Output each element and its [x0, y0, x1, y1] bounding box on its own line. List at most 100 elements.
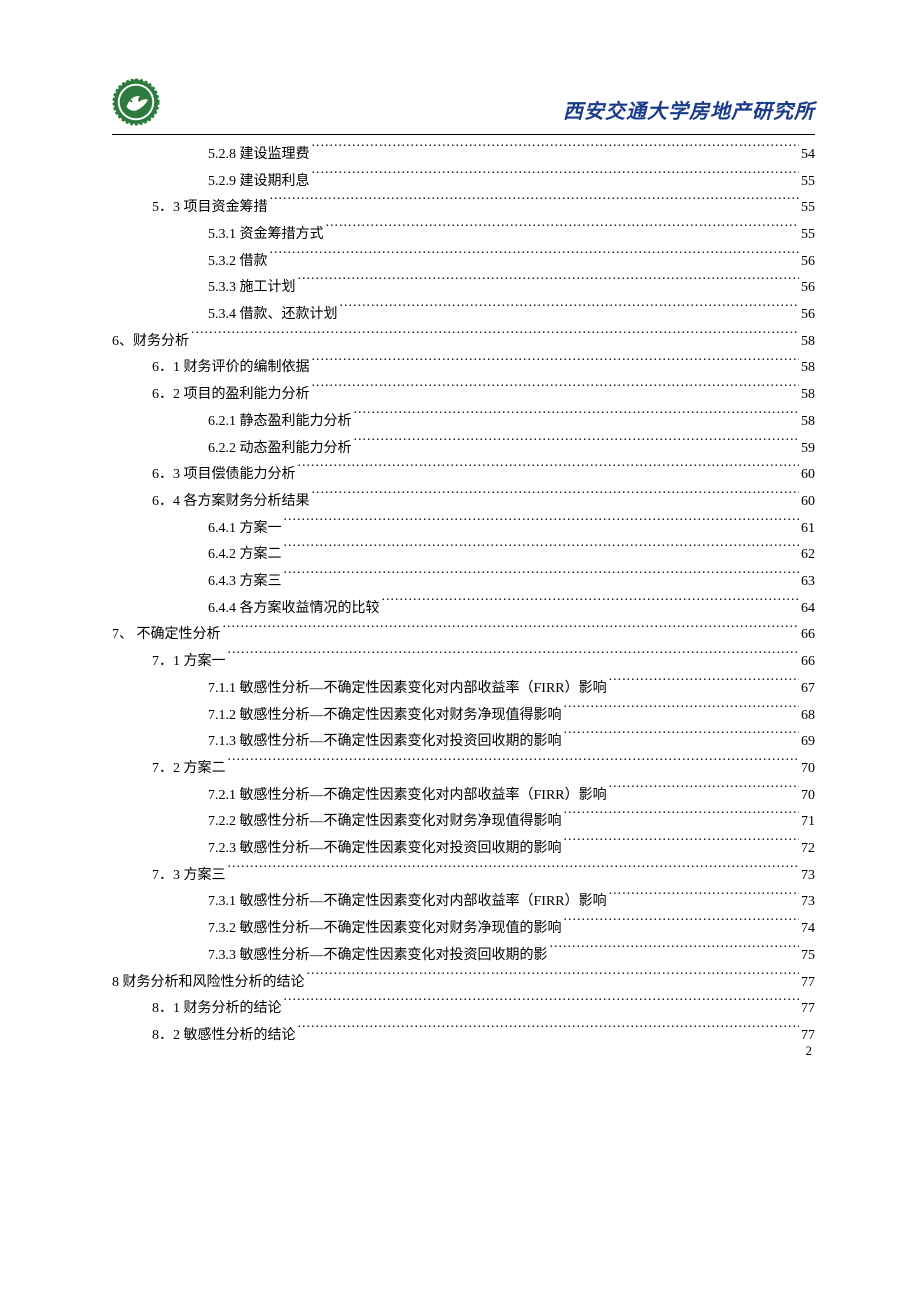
toc-page-number: 68 — [801, 704, 815, 729]
toc-label: 7.2.3 敏感性分析—不确定性因素变化对投资回收期的影响 — [208, 837, 562, 862]
toc-leader-dots — [307, 969, 800, 986]
toc-leader-dots — [270, 194, 800, 211]
toc-page-number: 71 — [801, 810, 815, 835]
toc-leader-dots — [340, 301, 800, 318]
toc-label: 6、财务分析 — [112, 330, 189, 355]
toc-label: 6.2.2 动态盈利能力分析 — [208, 437, 352, 462]
page-number: 2 — [806, 1043, 813, 1059]
toc-label: 8．2 敏感性分析的结论 — [152, 1024, 296, 1049]
toc-page-number: 77 — [801, 997, 815, 1022]
toc-label: 6．2 项目的盈利能力分析 — [152, 383, 310, 408]
toc-entry: 6．3 项目偿债能力分析 60 — [112, 461, 815, 488]
toc-entry: 7、 不确定性分析 66 — [112, 622, 815, 649]
toc-leader-dots — [270, 248, 800, 265]
toc-page-number: 73 — [801, 864, 815, 889]
toc-label: 5.3.4 借款、还款计划 — [208, 303, 338, 328]
toc-page-number: 73 — [801, 890, 815, 915]
toc-page-number: 72 — [801, 837, 815, 862]
toc-page-number: 67 — [801, 677, 815, 702]
toc-label: 5.3.2 借款 — [208, 250, 268, 275]
toc-entry: 6．1 财务评价的编制依据58 — [112, 355, 815, 382]
toc-label: 7.3.2 敏感性分析—不确定性因素变化对财务净现值的影响 — [208, 917, 562, 942]
toc-leader-dots — [382, 595, 800, 612]
toc-page-number: 55 — [801, 196, 815, 221]
toc-page-number: 60 — [801, 463, 815, 488]
toc-entry: 7.2.3 敏感性分析—不确定性因素变化对投资回收期的影响 72 — [112, 835, 815, 862]
toc-leader-dots — [312, 141, 800, 158]
toc-entry: 5.3.1 资金筹措方式 55 — [112, 221, 815, 248]
toc-entry: 5.3.3 施工计划 56 — [112, 275, 815, 302]
toc-entry: 7.2.1 敏感性分析—不确定性因素变化对内部收益率（FIRR）影响70 — [112, 782, 815, 809]
toc-label: 5.2.9 建设期利息 — [208, 170, 310, 195]
toc-leader-dots — [326, 221, 800, 238]
toc-page-number: 60 — [801, 490, 815, 515]
toc-page-number: 66 — [801, 623, 815, 648]
toc-label: 7．1 方案一 — [152, 650, 226, 675]
toc-entry: 8 财务分析和风险性分析的结论 77 — [112, 969, 815, 996]
toc-page-number: 77 — [801, 971, 815, 996]
toc-leader-dots — [312, 381, 800, 398]
toc-leader-dots — [298, 461, 800, 478]
toc-entry: 7.2.2 敏感性分析—不确定性因素变化对财务净现值得影响 71 — [112, 809, 815, 836]
toc-page-number: 66 — [801, 650, 815, 675]
toc-entry: 6.2.2 动态盈利能力分析59 — [112, 435, 815, 462]
toc-entry: 6.4.1 方案一 61 — [112, 515, 815, 542]
toc-page-number: 70 — [801, 757, 815, 782]
toc-label: 5.3.3 施工计划 — [208, 276, 296, 301]
toc-leader-dots — [564, 915, 800, 932]
toc-leader-dots — [564, 835, 800, 852]
toc-page-number: 74 — [801, 917, 815, 942]
toc-label: 7．2 方案二 — [152, 757, 226, 782]
toc-leader-dots — [312, 168, 800, 185]
toc-leader-dots — [354, 408, 800, 425]
toc-label: 7.3.3 敏感性分析—不确定性因素变化对投资回收期的影 — [208, 944, 548, 969]
toc-leader-dots — [284, 996, 800, 1013]
toc-label: 5.3.1 资金筹措方式 — [208, 223, 324, 248]
toc-entry: 5.3.4 借款、还款计划56 — [112, 301, 815, 328]
toc-leader-dots — [284, 515, 800, 532]
header-divider — [112, 134, 815, 135]
toc-leader-dots — [298, 275, 800, 292]
toc-leader-dots — [228, 862, 800, 879]
toc-page-number: 69 — [801, 730, 815, 755]
toc-label: 6.4.2 方案二 — [208, 543, 282, 568]
toc-label: 7.3.1 敏感性分析—不确定性因素变化对内部收益率（FIRR）影响 — [208, 890, 607, 915]
toc-label: 6．1 财务评价的编制依据 — [152, 356, 310, 381]
toc-label: 7、 不确定性分析 — [112, 623, 221, 648]
toc-page-number: 56 — [801, 276, 815, 301]
toc-page-number: 63 — [801, 570, 815, 595]
toc-label: 6.4.3 方案三 — [208, 570, 282, 595]
toc-page-number: 75 — [801, 944, 815, 969]
toc-leader-dots — [564, 728, 800, 745]
toc-page-number: 55 — [801, 223, 815, 248]
toc-label: 6.4.4 各方案收益情况的比较 — [208, 597, 380, 622]
toc-page-number: 55 — [801, 170, 815, 195]
toc-entry: 6.4.2 方案二62 — [112, 542, 815, 569]
toc-entry: 6．4 各方案财务分析结果 60 — [112, 488, 815, 515]
toc-leader-dots — [223, 622, 800, 639]
toc-leader-dots — [312, 488, 800, 505]
toc-leader-dots — [284, 568, 800, 585]
toc-label: 5.2.8 建设监理费 — [208, 143, 310, 168]
toc-page-number: 61 — [801, 517, 815, 542]
toc-leader-dots — [284, 542, 800, 559]
toc-entry: 7.3.2 敏感性分析—不确定性因素变化对财务净现值的影响 74 — [112, 915, 815, 942]
toc-label: 7.2.2 敏感性分析—不确定性因素变化对财务净现值得影响 — [208, 810, 562, 835]
table-of-contents: 5.2.8 建设监理费545.2.9 建设期利息555．3 项目资金筹措555.… — [112, 141, 815, 1049]
toc-label: 6．4 各方案财务分析结果 — [152, 490, 310, 515]
toc-leader-dots — [550, 942, 800, 959]
toc-label: 7.1.2 敏感性分析—不确定性因素变化对财务净现值得影响 — [208, 704, 562, 729]
toc-label: 6.4.1 方案一 — [208, 517, 282, 542]
toc-entry: 8．2 敏感性分析的结论77 — [112, 1022, 815, 1049]
toc-entry: 7．2 方案二 70 — [112, 755, 815, 782]
toc-leader-dots — [298, 1022, 800, 1039]
toc-label: 8 财务分析和风险性分析的结论 — [112, 971, 305, 996]
toc-label: 7.2.1 敏感性分析—不确定性因素变化对内部收益率（FIRR）影响 — [208, 784, 607, 809]
toc-page-number: 64 — [801, 597, 815, 622]
toc-page-number: 58 — [801, 330, 815, 355]
toc-page-number: 58 — [801, 383, 815, 408]
page-header: 西安交通大学房地产研究所 — [112, 78, 815, 126]
institution-logo — [112, 78, 160, 126]
toc-label: 6．3 项目偿债能力分析 — [152, 463, 296, 488]
toc-leader-dots — [228, 755, 800, 772]
